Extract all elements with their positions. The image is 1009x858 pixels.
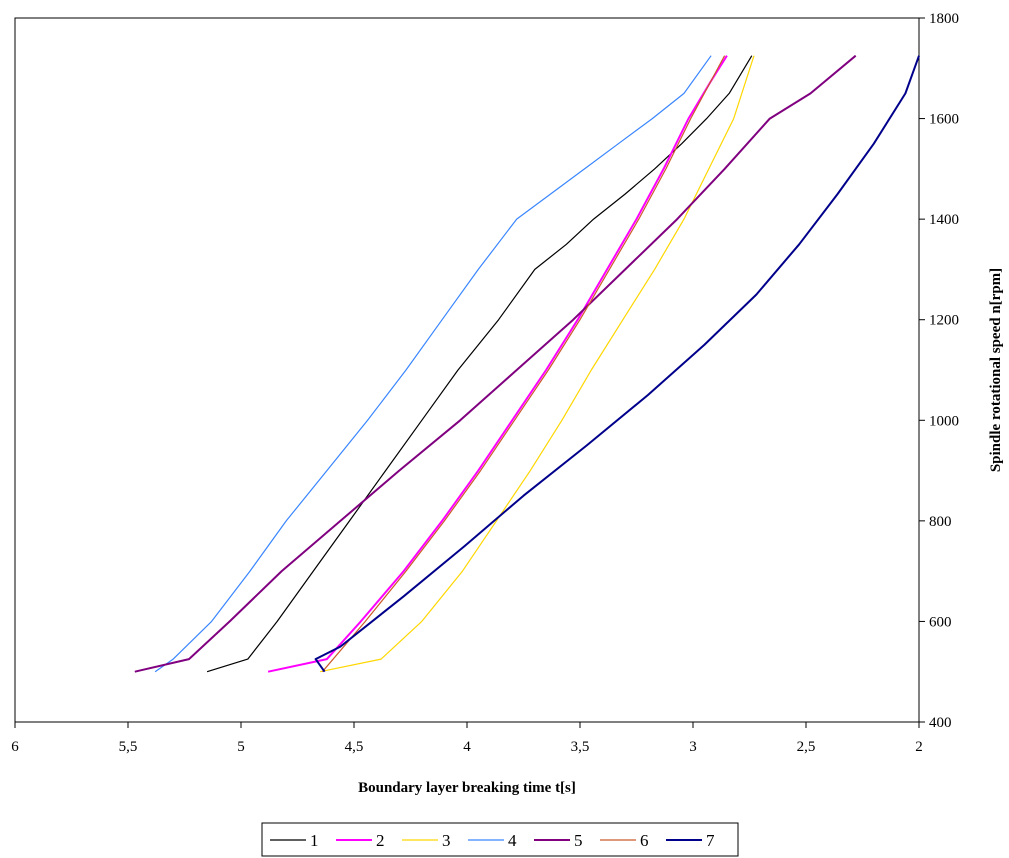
y-tick-label: 600 xyxy=(929,614,952,630)
x-tick-label: 5 xyxy=(237,739,245,755)
x-tick-label: 5,5 xyxy=(119,739,138,755)
y-tick-label: 1200 xyxy=(929,313,959,329)
legend-label-2: 2 xyxy=(376,831,385,850)
x-tick-label: 4 xyxy=(463,739,471,755)
y-tick-label: 400 xyxy=(929,715,952,731)
legend-label-6: 6 xyxy=(640,831,649,850)
x-tick-label: 6 xyxy=(11,739,19,755)
series-line-4 xyxy=(154,55,712,673)
series-line-5 xyxy=(134,54,857,673)
x-tick-label: 2 xyxy=(915,739,923,755)
y-axis-title: Spindle rotational speed n[rpm] xyxy=(988,268,1004,472)
x-tick-label: 3,5 xyxy=(571,739,590,755)
series-line-7 xyxy=(314,55,920,673)
series-lines xyxy=(134,54,920,673)
y-tick-label: 1600 xyxy=(929,112,959,128)
x-tick-label: 4,5 xyxy=(345,739,364,755)
y-tick-label: 1000 xyxy=(929,413,959,429)
legend-label-7: 7 xyxy=(706,831,715,850)
x-tick-label: 3 xyxy=(689,739,697,755)
legend-label-5: 5 xyxy=(574,831,583,850)
y-tick-label: 1400 xyxy=(929,212,959,228)
x-axis: 6 5,5 5 4,5 4 3,5 3 2,5 2 xyxy=(11,722,923,755)
y-tick-label: 800 xyxy=(929,514,952,530)
legend-label-4: 4 xyxy=(508,831,517,850)
series-line-2 xyxy=(267,55,728,673)
y-axis: 400 600 800 1000 1200 1400 1600 1800 xyxy=(919,11,959,731)
series-line-6 xyxy=(321,55,726,673)
series-line-3 xyxy=(319,55,755,673)
legend-label-3: 3 xyxy=(442,831,451,850)
legend: 1 2 3 4 5 6 7 xyxy=(261,822,739,857)
legend-label-1: 1 xyxy=(310,831,319,850)
plot-area xyxy=(14,17,920,723)
series-line-1 xyxy=(206,55,753,673)
y-tick-label: 1800 xyxy=(929,11,959,27)
x-axis-title: Boundary layer breaking time t[s] xyxy=(358,780,576,796)
x-tick-label: 2,5 xyxy=(797,739,816,755)
